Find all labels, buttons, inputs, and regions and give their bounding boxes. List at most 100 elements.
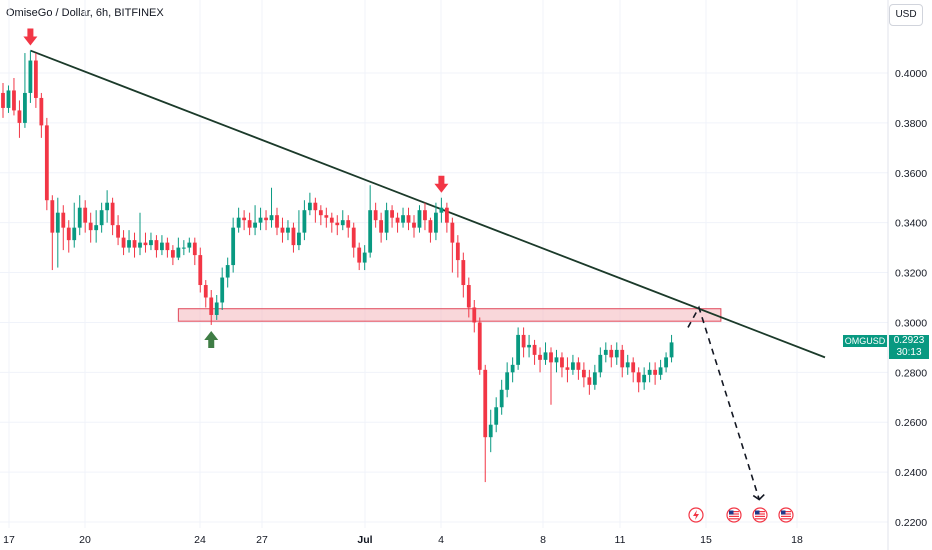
price-tick-label: 0.2800	[895, 367, 927, 379]
candle-body	[160, 242, 164, 251]
flag-stripe	[781, 515, 791, 517]
candle-body	[291, 227, 296, 246]
candle-body	[50, 200, 55, 233]
candle-body	[209, 297, 214, 315]
candle	[554, 349, 559, 373]
candle	[77, 195, 82, 236]
candle	[176, 237, 181, 261]
candle	[401, 207, 405, 228]
candle	[538, 347, 542, 373]
candle	[121, 230, 126, 256]
candle	[592, 364, 597, 390]
candle	[357, 242, 362, 271]
candle	[297, 210, 301, 251]
candle-body	[466, 285, 471, 308]
candle-body	[384, 210, 389, 233]
candle	[23, 53, 27, 128]
candle-body	[192, 242, 197, 256]
us-flag-event-icon[interactable]	[752, 507, 768, 523]
candle	[33, 53, 38, 108]
currency-button[interactable]: USD	[889, 4, 923, 26]
candle	[571, 354, 575, 375]
flag-canton	[729, 510, 734, 515]
candle-body	[395, 217, 400, 223]
candle	[269, 187, 274, 228]
candle-body	[264, 217, 268, 221]
candle-body	[620, 349, 625, 368]
candle	[264, 210, 268, 231]
last-price-badge: OMGUSD 0.2923 30:13	[843, 335, 929, 360]
candles-layer	[1, 50, 674, 483]
candle	[603, 342, 608, 363]
time-tick-label: 15	[700, 534, 712, 546]
candle	[664, 352, 668, 373]
candle-body	[669, 342, 674, 358]
candle	[61, 205, 66, 251]
candle	[307, 192, 312, 216]
candle	[258, 207, 263, 231]
candle	[225, 257, 230, 288]
candle	[99, 202, 104, 233]
time-tick-label: 17	[3, 534, 15, 546]
candle	[12, 77, 16, 116]
us-flag-event-icon[interactable]	[778, 507, 794, 523]
candle	[455, 235, 460, 278]
candle	[209, 290, 214, 325]
flag-canton	[781, 510, 786, 515]
us-flag-event-icon[interactable]	[726, 507, 742, 523]
candle	[620, 344, 625, 378]
candle	[203, 280, 208, 308]
flag-stripe	[781, 513, 791, 515]
candle	[609, 344, 614, 368]
candle	[198, 247, 203, 293]
candle	[581, 362, 586, 388]
candle-body	[149, 240, 153, 246]
candle-body	[357, 247, 362, 263]
candle-body	[329, 217, 334, 223]
candle-body	[1, 92, 5, 108]
candle-body	[527, 344, 531, 348]
candle-body	[373, 210, 378, 221]
candle	[275, 207, 279, 236]
candle-body	[444, 207, 449, 223]
candle	[472, 299, 477, 333]
candle-body	[472, 307, 477, 323]
candle-body	[483, 369, 488, 438]
candle	[214, 295, 219, 320]
time-tick-label: 18	[791, 534, 803, 546]
candle	[302, 200, 307, 241]
candle	[488, 409, 493, 453]
candle-body	[390, 210, 394, 218]
price-tick-label: 0.3800	[895, 118, 927, 130]
candle-body	[631, 362, 636, 373]
candle	[165, 237, 170, 258]
candle-body	[143, 242, 148, 246]
candle-body	[94, 225, 99, 231]
candle	[351, 222, 356, 258]
time-tick-label: 4	[438, 534, 444, 546]
candle-body	[116, 225, 120, 238]
candle-body	[379, 220, 384, 233]
candle	[466, 277, 471, 318]
candle-body	[231, 227, 236, 266]
candle-body	[560, 357, 564, 368]
candle-body	[450, 222, 455, 243]
down-arrow-marker	[23, 28, 38, 46]
candle-body	[198, 255, 203, 286]
flag-stripe	[755, 511, 765, 513]
candle-body	[17, 110, 22, 123]
candle	[220, 267, 225, 310]
candle	[143, 232, 148, 253]
badge-symbol: OMGUSD	[843, 335, 887, 347]
candle-body	[170, 250, 175, 258]
candle	[192, 237, 197, 266]
candle	[127, 230, 131, 253]
candle-body	[324, 215, 329, 218]
candle-body	[110, 202, 115, 226]
candle-body	[181, 247, 186, 249]
time-tick-label: 24	[194, 534, 206, 546]
candle-body	[368, 210, 373, 253]
flash-event-icon[interactable]	[688, 507, 704, 523]
candle-body	[247, 220, 252, 228]
